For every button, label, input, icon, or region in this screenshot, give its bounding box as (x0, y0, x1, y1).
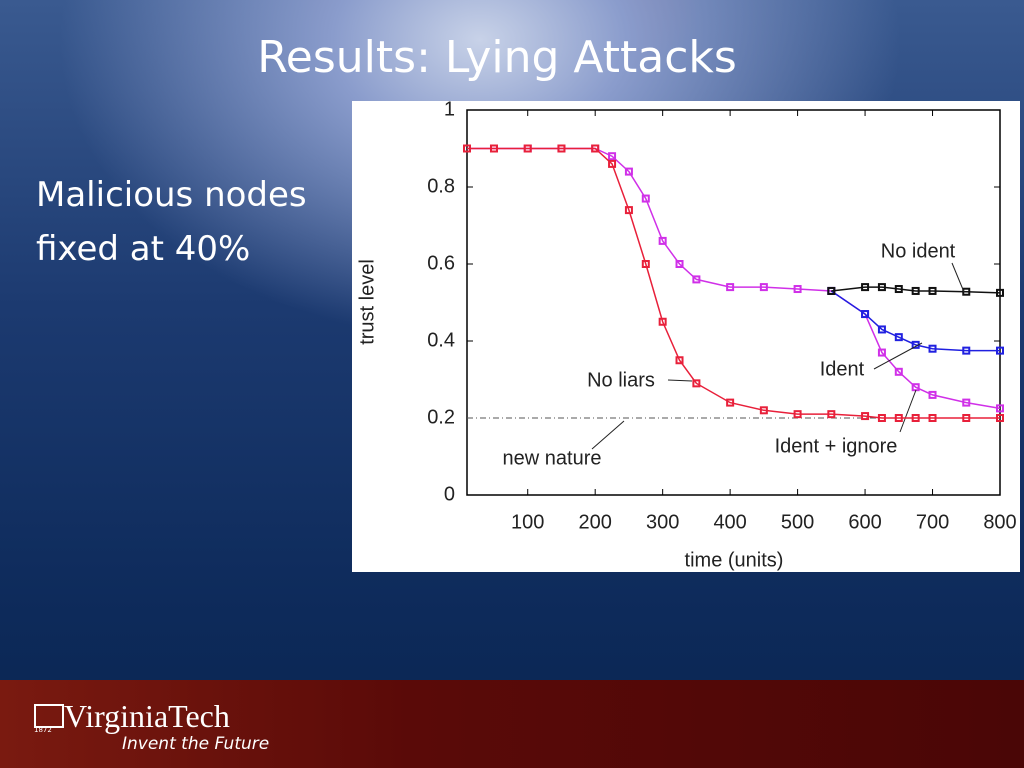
x-tick-label: 100 (511, 511, 544, 533)
point (608, 159, 617, 168)
point (877, 348, 886, 357)
slide-body: Malicious nodes fixed at 40% (36, 168, 307, 276)
point (759, 283, 768, 292)
point (996, 414, 1004, 422)
point (894, 285, 903, 294)
point (591, 144, 600, 153)
point (641, 194, 650, 203)
chart-background (352, 101, 1020, 572)
point (489, 144, 498, 153)
point (877, 325, 886, 334)
point (793, 410, 802, 419)
point (928, 414, 937, 422)
point (463, 144, 471, 153)
y-tick-label: 0.6 (427, 252, 455, 274)
point (557, 144, 566, 153)
point (658, 236, 667, 245)
point (911, 414, 920, 422)
x-axis-label: time (units) (685, 549, 784, 571)
point (861, 412, 870, 421)
arrow (667, 379, 693, 382)
point (692, 379, 701, 388)
point (996, 404, 1004, 413)
point (726, 283, 735, 292)
point (692, 275, 701, 284)
point (726, 398, 735, 407)
point (608, 152, 617, 161)
point (928, 344, 937, 353)
point (675, 260, 684, 268)
reference-label: new nature (503, 447, 602, 469)
logo-year: 1872 (34, 726, 52, 734)
y-axis-label: trust level (356, 259, 378, 345)
arrow (873, 342, 923, 370)
point (827, 286, 836, 295)
body-line: fixed at 40% (36, 229, 251, 269)
arrow (951, 262, 965, 293)
point (877, 283, 886, 292)
series-line (467, 147, 1000, 419)
point (675, 356, 684, 365)
point (894, 414, 903, 422)
plot-frame (466, 109, 1001, 496)
point (658, 317, 667, 326)
y-tick-label: 1 (444, 101, 455, 120)
point (894, 367, 903, 376)
point (793, 285, 802, 294)
y-tick-label: 0 (444, 483, 455, 505)
chart: time (units) trust level 0 0.2 0.4 0.6 0.8 1 1… (352, 101, 1020, 572)
arrow (899, 389, 917, 433)
footer: 1872 VirginiaTech Invent the Future (0, 680, 1024, 768)
y-tick-label: 0.4 (427, 329, 455, 351)
x-tick-label: 800 (983, 511, 1016, 533)
slide-title: Results: Lying Attacks (257, 32, 737, 83)
point (928, 390, 937, 399)
series-label: Ident (820, 358, 865, 380)
point (894, 333, 903, 342)
point (962, 287, 971, 296)
point (962, 398, 971, 407)
point (877, 414, 886, 422)
x-tick-label: 200 (579, 511, 612, 533)
body-line: Malicious nodes (36, 175, 307, 215)
point (911, 286, 920, 295)
point (827, 410, 836, 419)
point (996, 288, 1004, 297)
point (962, 414, 971, 422)
point (861, 283, 870, 292)
tagline: Invent the Future (122, 734, 270, 754)
point (861, 310, 870, 319)
x-tick-label: 400 (713, 511, 746, 533)
x-tick-label: 300 (646, 511, 679, 533)
point (624, 206, 633, 215)
x-tick-label: 600 (848, 511, 881, 533)
point (962, 346, 971, 355)
series-label: No liars (587, 369, 655, 391)
arrow (591, 420, 625, 450)
point (641, 260, 650, 268)
point (928, 286, 937, 295)
y-tick-label: 0.8 (427, 175, 455, 197)
brand: VirginiaTech (64, 698, 230, 734)
point (996, 346, 1004, 355)
logo-mark (34, 704, 64, 728)
point (523, 144, 532, 153)
series-label: No ident (881, 240, 956, 262)
series-label: Ident + ignore (775, 435, 898, 457)
x-tick-label: 700 (916, 511, 949, 533)
point (624, 167, 633, 176)
y-tick-label: 0.2 (427, 406, 455, 428)
point (759, 406, 768, 415)
x-tick-label: 500 (781, 511, 814, 533)
